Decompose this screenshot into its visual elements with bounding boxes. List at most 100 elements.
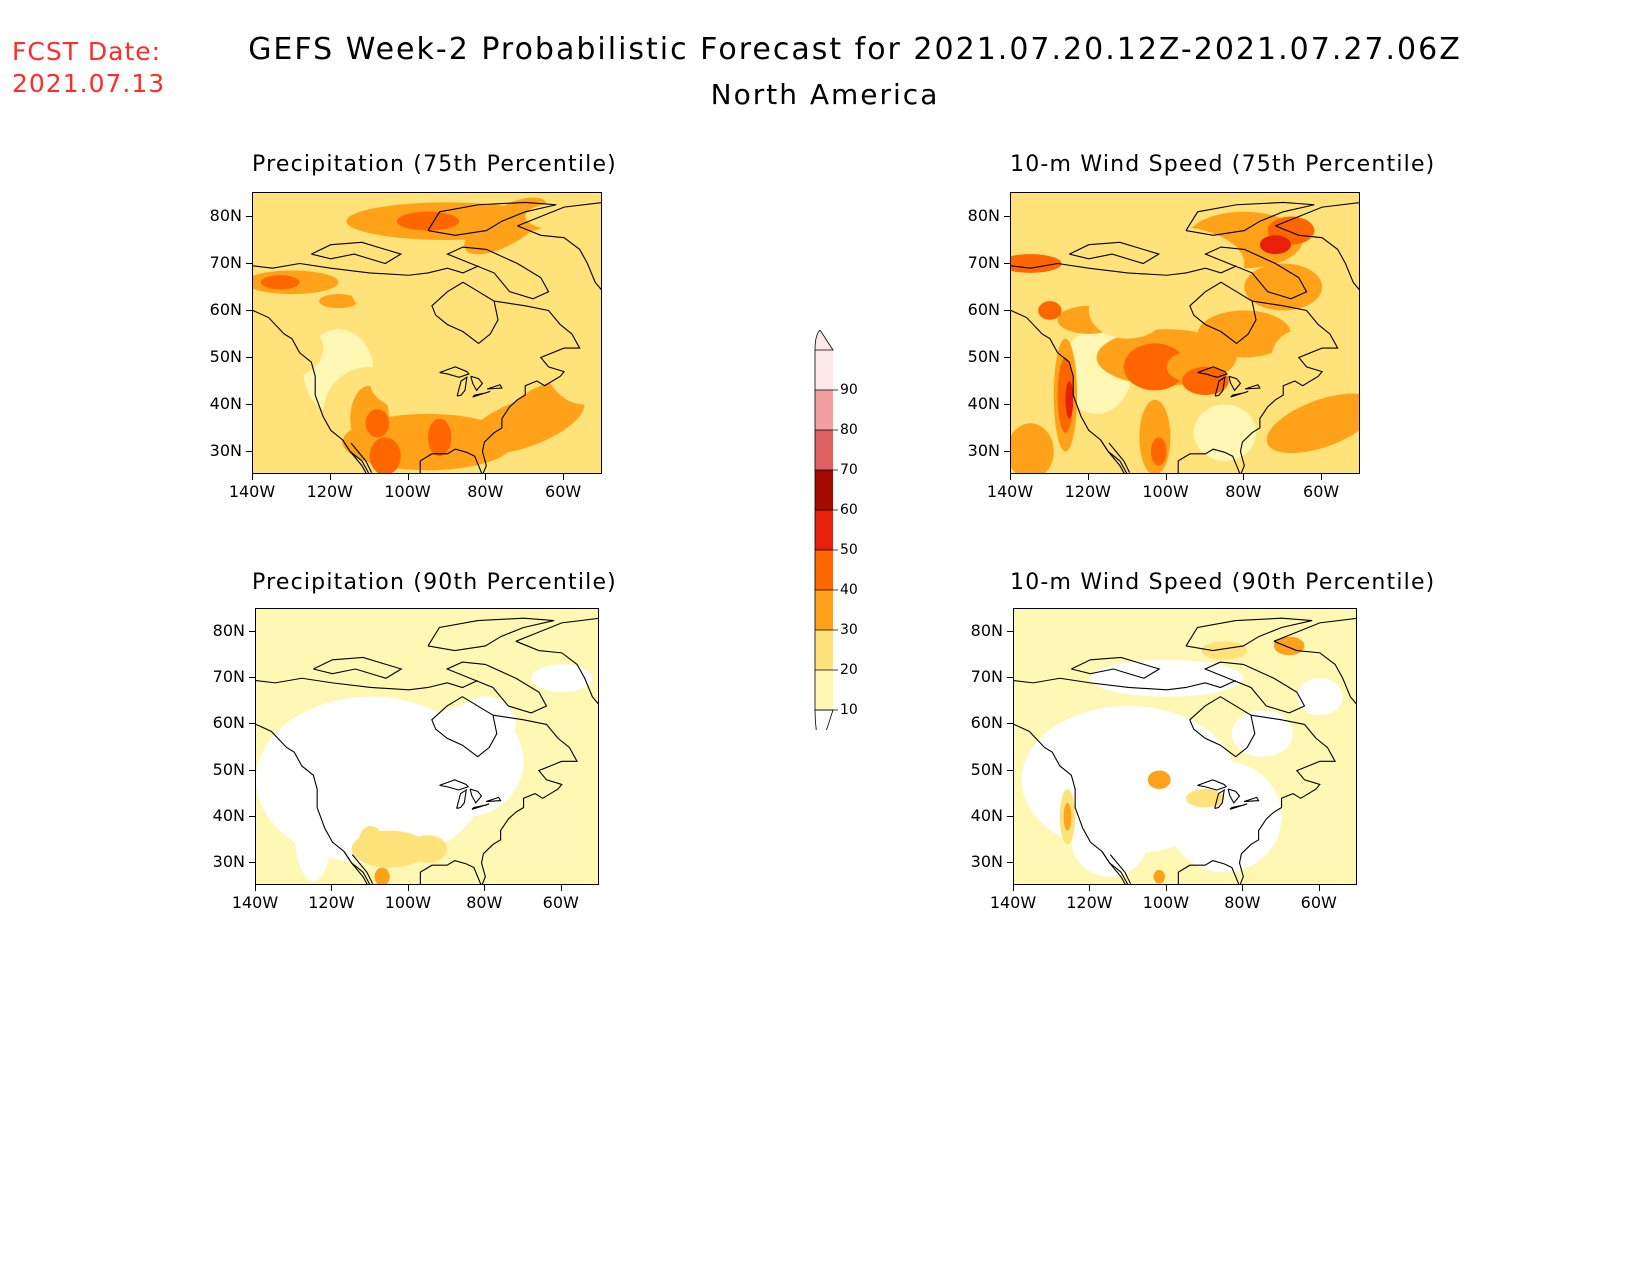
lat-tick-label: 60N: [212, 713, 245, 733]
lat-tick: [1004, 356, 1010, 358]
colorbar-segment: [815, 510, 833, 550]
lat-tick-label: 30N: [212, 851, 245, 871]
lon-tick: [252, 474, 253, 480]
lat-tick: [246, 356, 252, 358]
coastline: [471, 803, 490, 810]
coastline: [256, 677, 478, 691]
colorbar-segment: [815, 350, 833, 390]
probability-contour: [1011, 423, 1054, 473]
lat-tick-label: 80N: [209, 205, 242, 225]
probability-contour: [420, 282, 514, 339]
lon-tick: [1087, 474, 1089, 480]
coastline: [439, 779, 470, 791]
coastline: [1243, 796, 1260, 803]
lat-tick: [249, 631, 255, 633]
probability-contour: [365, 409, 390, 438]
coastline: [311, 241, 403, 265]
lat-tick-label: 50N: [209, 346, 242, 366]
lon-tick-label: 80W: [1225, 482, 1262, 501]
lon-tick-label: 80W: [467, 482, 504, 501]
lat-tick-label: 70N: [209, 252, 242, 272]
lat-tick-label: 80N: [212, 621, 245, 641]
coastline: [1014, 677, 1236, 691]
probability-contour: [369, 352, 448, 410]
probability-contour: [1123, 343, 1186, 391]
coastline: [1071, 656, 1161, 679]
lon-tick-label: 100W: [384, 482, 431, 501]
probability-contour: [369, 437, 401, 473]
lat-tick-label: 50N: [212, 759, 245, 779]
map-canvas: [1011, 193, 1359, 473]
lat-tick-label: 50N: [970, 759, 1003, 779]
coastline: [515, 617, 598, 642]
probability-contour: [1088, 282, 1167, 339]
probability-contour: [294, 770, 333, 882]
coastline: [1177, 714, 1336, 884]
lon-tick: [484, 885, 486, 891]
coastline: [427, 201, 557, 236]
colorbar-segment: [815, 390, 833, 430]
probability-contour: [1259, 235, 1291, 255]
lat-tick-label: 50N: [967, 346, 1000, 366]
coastline: [343, 851, 368, 884]
lat-tick: [249, 861, 255, 863]
map-wind75: [1010, 192, 1360, 474]
lon-tick: [1010, 474, 1011, 480]
lat-tick-label: 60N: [209, 299, 242, 319]
coastline: [1099, 439, 1125, 473]
probability-contour: [1182, 366, 1229, 396]
coastline: [1204, 246, 1308, 300]
lat-tick-label: 30N: [967, 440, 1000, 460]
lon-tick-label: 80W: [1224, 893, 1261, 912]
lon-tick-label: 80W: [466, 893, 503, 912]
lon-tick: [1242, 885, 1244, 891]
colorbar-segment: [815, 670, 833, 710]
probability-contour: [1271, 329, 1334, 386]
coastline: [1214, 376, 1226, 397]
coastline: [517, 202, 601, 227]
coastline: [1214, 788, 1225, 809]
colorbar-segment: [815, 550, 833, 590]
lat-tick: [1007, 677, 1013, 679]
lon-tick: [329, 474, 331, 480]
probability-contour: [1153, 869, 1165, 884]
forecast-date-value: 2021.07.13: [12, 69, 166, 98]
lat-tick: [1004, 262, 1010, 264]
colorbar-segment: [815, 590, 833, 630]
lon-tick: [407, 885, 409, 891]
probability-contour: [260, 319, 323, 377]
coastline: [1011, 262, 1237, 276]
probability-contour: [1038, 301, 1062, 320]
colorbar-label: 90: [840, 382, 858, 398]
lon-tick-label: 100W: [1142, 893, 1190, 912]
coastline: [472, 390, 491, 398]
map-canvas: [253, 193, 601, 473]
colorbar-segment: [815, 630, 833, 670]
probability-contour: [1071, 802, 1148, 877]
coastline: [1273, 617, 1356, 642]
probability-contour: [1296, 678, 1343, 716]
probability-contour: [260, 275, 300, 290]
colorbar-label: 20: [840, 662, 858, 678]
colorbar-label: 50: [840, 542, 858, 558]
colorbar-label: 70: [840, 462, 858, 478]
lon-tick: [1165, 885, 1167, 891]
coastline: [351, 854, 374, 884]
probability-contour: [1193, 404, 1256, 461]
coastline: [350, 442, 373, 473]
lat-tick: [246, 215, 252, 217]
lon-tick: [1089, 885, 1091, 891]
probability-contour: [428, 418, 452, 457]
colorbar-label: 10: [840, 702, 858, 718]
lat-tick: [1007, 861, 1013, 863]
lat-tick: [246, 450, 252, 452]
lon-tick: [1321, 474, 1323, 480]
probability-contour: [1011, 254, 1062, 273]
colorbar-svg: [814, 329, 838, 752]
coastline: [1275, 225, 1359, 291]
lon-tick: [1165, 474, 1167, 480]
coastline: [1197, 779, 1228, 791]
probability-contour: [374, 867, 390, 884]
lon-tick-label: 60W: [1300, 893, 1337, 912]
colorbar-cap-bottom: [814, 709, 834, 752]
